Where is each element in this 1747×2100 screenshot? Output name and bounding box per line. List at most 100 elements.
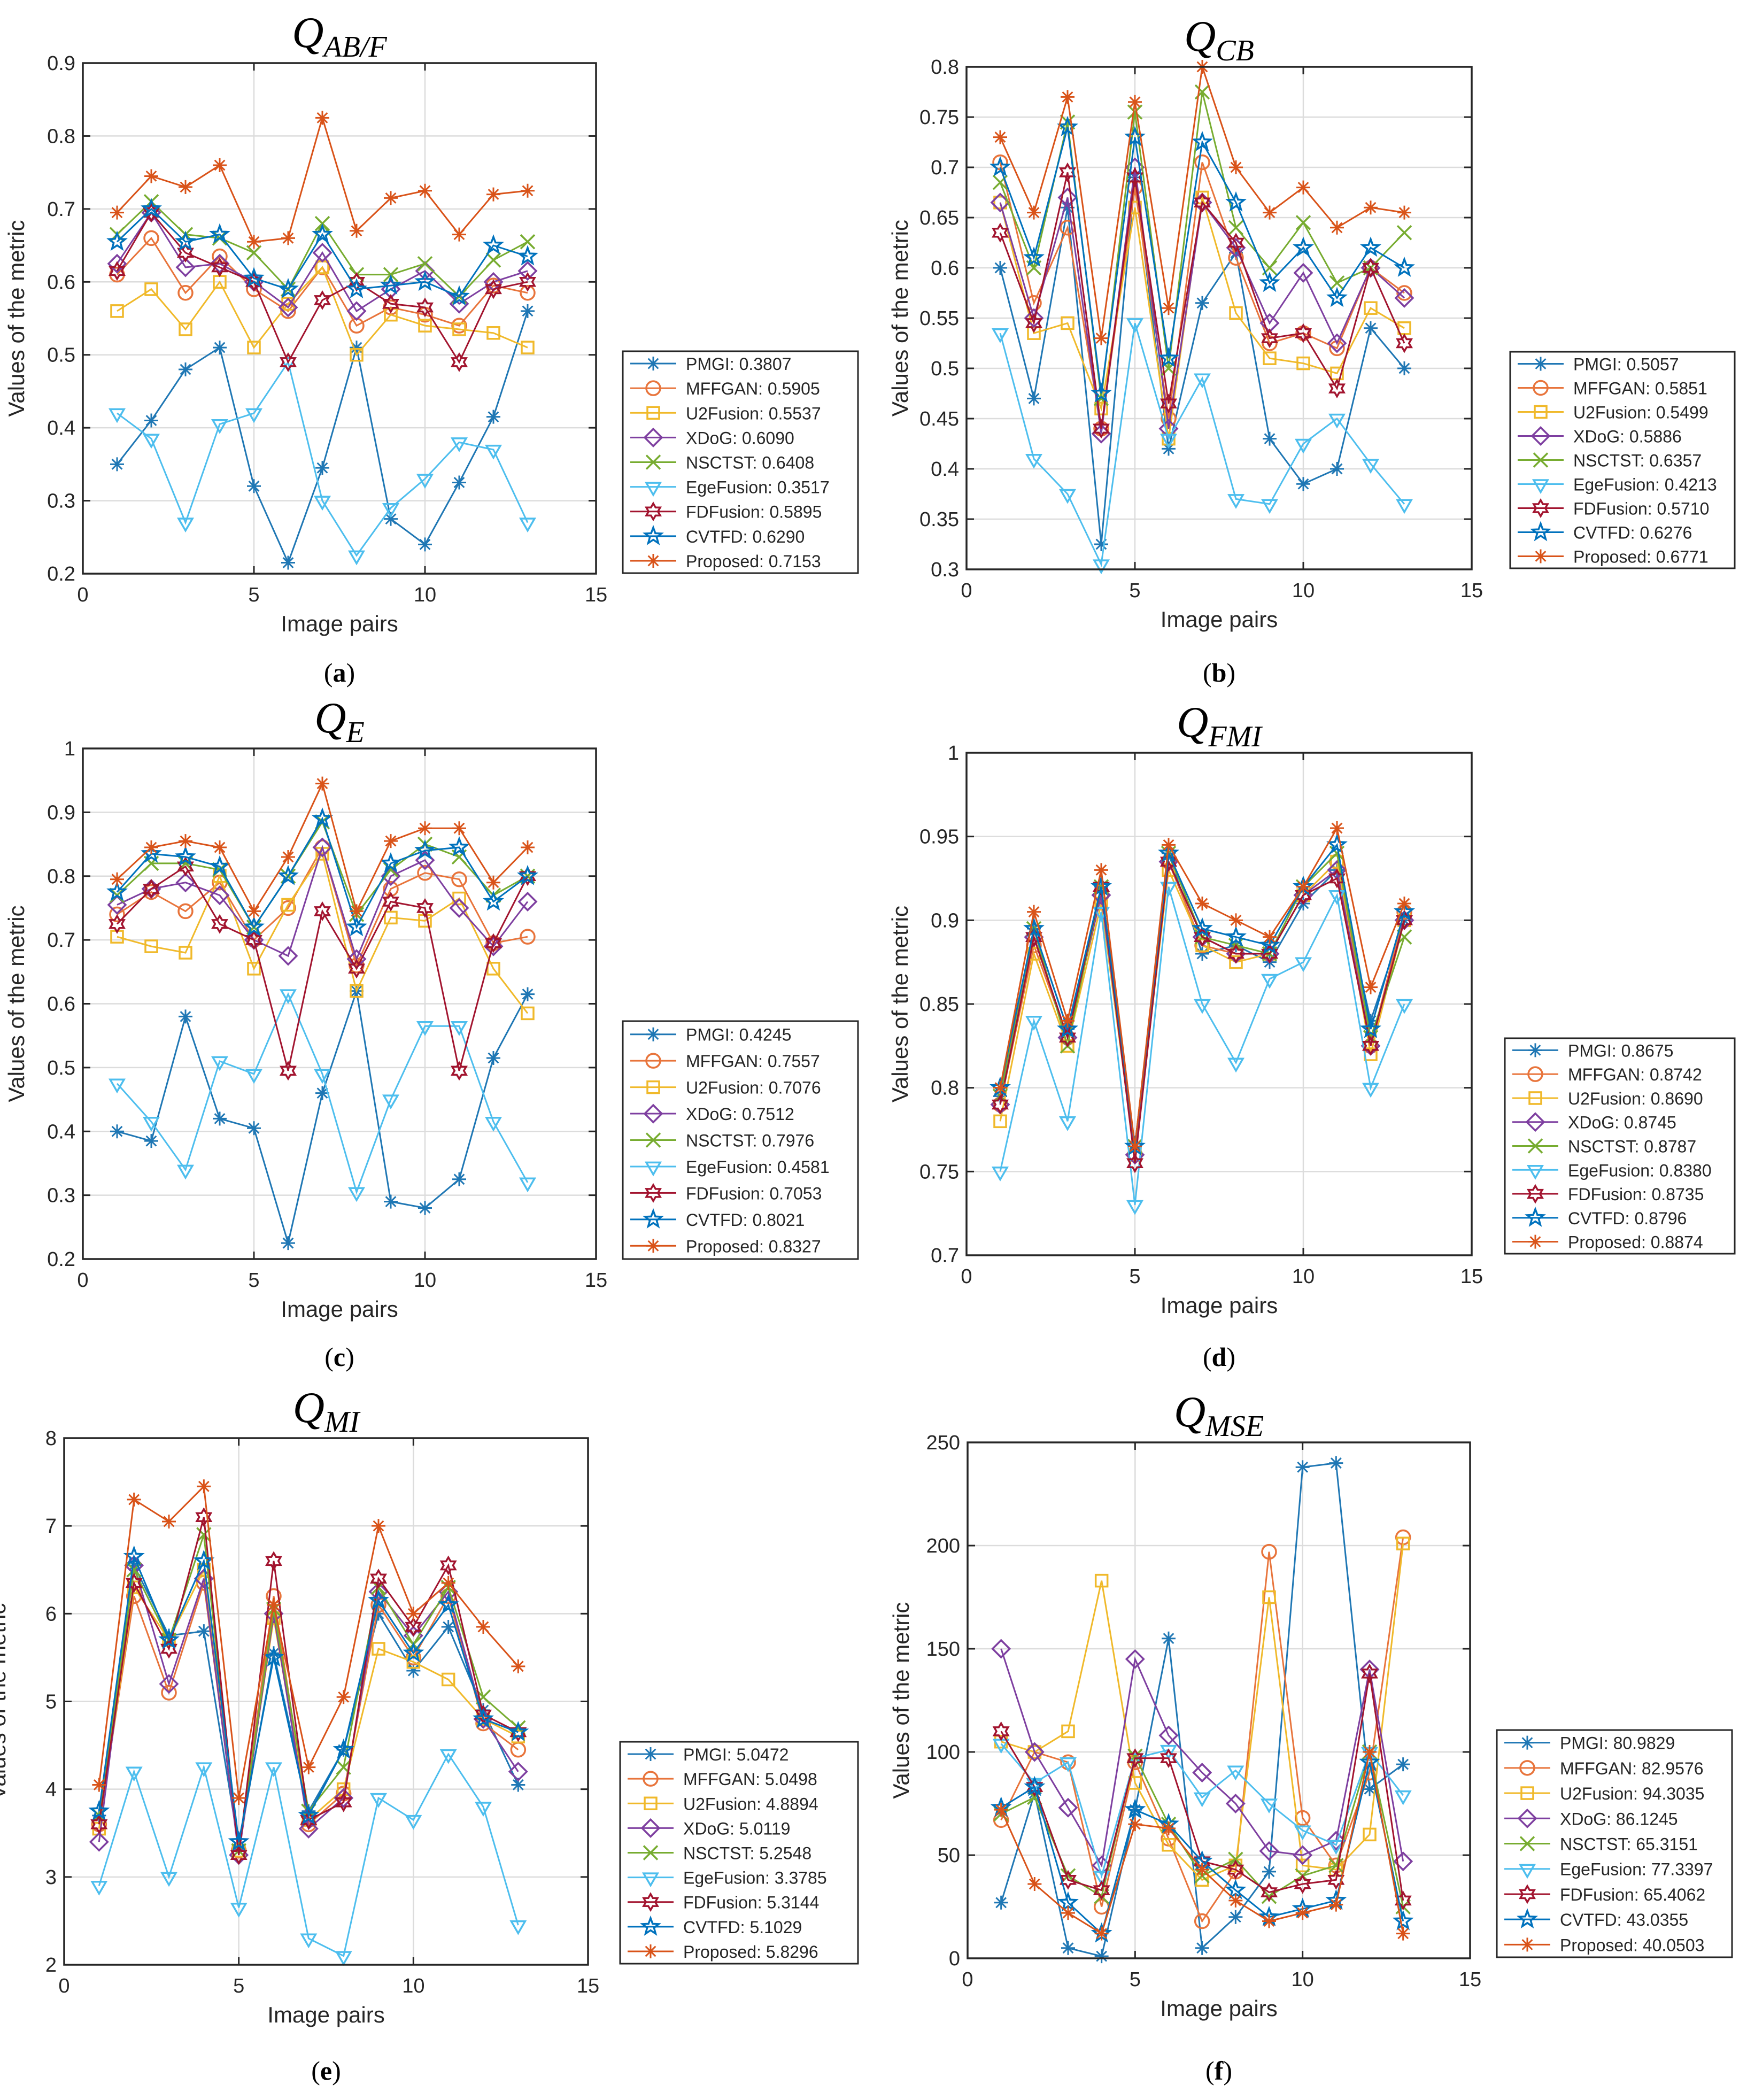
data-point-Proposed: [144, 840, 158, 855]
x-tick-label: 10: [1292, 1265, 1315, 1288]
data-point-EgeFusion: [279, 357, 297, 372]
y-tick-label: 0.3: [47, 490, 75, 513]
data-point-PMGI: [1094, 1949, 1109, 1964]
legend-marker: [646, 1239, 660, 1253]
chart-title-main: Q: [1184, 12, 1216, 60]
x-tick-label: 15: [577, 1975, 599, 1997]
chart-panel-2: 0 5 10 15 0.3 0.35 0.4 0.45 0.5 0.55 0.6 0.65 0.7 0.7…: [887, 12, 1736, 688]
data-point-FDFusion: [313, 901, 331, 921]
y-tick-label: 0.4: [47, 1121, 75, 1143]
y-tick-label: 0.8: [931, 1077, 959, 1100]
data-point-CVTFD: [141, 842, 162, 863]
y-tick-label: 0.7: [47, 198, 75, 221]
data-point-XDoG: [449, 898, 469, 918]
data-point-FDFusion: [300, 1810, 318, 1830]
legend-marker: [1534, 549, 1548, 563]
legend-item-Proposed: Proposed: 0.7153: [630, 552, 821, 571]
data-point-EgeFusion: [1294, 1825, 1311, 1841]
y-tick-label: 0.6: [47, 993, 75, 1016]
data-point-CVTFD: [209, 855, 230, 876]
data-point-PMGI: [247, 1121, 261, 1136]
data-point-Proposed: [1262, 1914, 1276, 1928]
data-point-FDFusion: [347, 959, 366, 979]
y-tick-label: 0.8: [931, 56, 959, 79]
data-point-EgeFusion: [1126, 318, 1144, 333]
y-axis-label: Values of the metric: [4, 220, 29, 416]
data-point-Proposed: [179, 834, 192, 848]
data-point-PMGI: [1195, 947, 1209, 961]
data-point-U2Fusion: [247, 962, 261, 976]
y-tick-label: 0.3: [931, 559, 959, 581]
panel-caption-letter: d: [1212, 1342, 1227, 1372]
data-point-XDoG: [334, 1788, 354, 1808]
data-point-CVTFD: [473, 1708, 494, 1728]
legend-item-XDoG: XDoG: 0.8745: [1512, 1112, 1676, 1132]
data-point-CVTFD: [1024, 1775, 1046, 1796]
panel-caption: (c): [324, 1342, 354, 1372]
data-point-CVTFD: [380, 274, 401, 295]
series-CVTFD: [88, 1545, 529, 1851]
data-point-U2Fusion: [384, 307, 398, 322]
data-point-XDoG: [990, 192, 1010, 213]
legend-label: MFFGAN: 0.5851: [1573, 379, 1707, 398]
data-point-FDFusion: [405, 1617, 422, 1637]
data-point-Proposed: [350, 904, 364, 918]
data-point-FDFusion: [439, 1555, 457, 1576]
data-point-U2Fusion: [1363, 1827, 1377, 1842]
legend-marker: [643, 1845, 659, 1860]
legend-item-EgeFusion: EgeFusion: 0.3517: [630, 478, 830, 497]
legend-marker: [1527, 1138, 1543, 1154]
legend-label: EgeFusion: 0.8380: [1568, 1161, 1712, 1180]
data-point-CVTFD: [990, 156, 1011, 176]
data-point-FDFusion: [1159, 1748, 1178, 1769]
legend: PMGI: 80.9829 MFFGAN: 82.9576 U2Fusion: 94…: [1496, 1729, 1733, 1958]
data-point-FDFusion: [1126, 1748, 1144, 1769]
legend: PMGI: 5.0472 MFFGAN: 5.0498 U2Fusion: 4.88…: [619, 1741, 859, 1965]
data-point-MFFGAN: [417, 865, 433, 881]
data-point-Proposed: [1330, 821, 1344, 835]
chart-title-sub: AB/F: [322, 30, 388, 64]
data-point-EgeFusion: [1193, 1792, 1211, 1808]
data-point-MFFGAN: [1194, 1913, 1210, 1929]
data-point-FDFusion: [1227, 233, 1245, 253]
legend-item-NSCTST: NSCTST: 0.6408: [630, 453, 814, 473]
data-point-PMGI: [213, 341, 227, 355]
data-point-U2Fusion: [521, 1006, 535, 1021]
y-tick-label: 0.2: [47, 563, 75, 585]
data-point-MFFGAN: [1294, 1810, 1311, 1826]
data-point-EgeFusion: [211, 1056, 229, 1071]
data-point-FDFusion: [313, 290, 331, 310]
data-point-EgeFusion: [279, 989, 297, 1005]
data-point-Proposed: [1229, 160, 1243, 174]
legend-item-FDFusion: FDFusion: 0.7053: [630, 1183, 822, 1203]
data-point-PMGI: [197, 1624, 211, 1639]
data-point-MFFGAN: [370, 1597, 386, 1613]
series-CVTFD: [106, 807, 538, 937]
chart-title: QAB/F: [292, 8, 387, 64]
legend-item-FDFusion: FDFusion: 0.5895: [630, 501, 822, 522]
legend-label: XDoG: 5.0119: [683, 1819, 790, 1838]
legend-item-PMGI: PMGI: 80.9829: [1504, 1734, 1675, 1753]
data-point-EgeFusion: [125, 1766, 143, 1782]
x-axis-label: Image pairs: [267, 2002, 384, 2027]
data-point-Proposed: [1329, 1897, 1343, 1912]
legend-label: CVTFD: 5.1029: [683, 1918, 802, 1937]
data-point-PMGI: [418, 537, 432, 552]
legend-marker: [1528, 1234, 1542, 1249]
y-tick-label: 0.9: [47, 801, 75, 824]
data-point-CVTFD: [1124, 1798, 1146, 1819]
data-point-Proposed: [993, 1080, 1007, 1095]
data-point-Proposed: [1027, 905, 1041, 919]
data-point-PMGI: [1330, 462, 1344, 476]
legend-label: PMGI: 0.8675: [1568, 1041, 1673, 1060]
x-tick-label: 5: [1130, 1968, 1141, 1991]
legend-item-Proposed: Proposed: 0.8327: [630, 1237, 821, 1256]
legend-marker: [646, 357, 660, 371]
legend-label: PMGI: 0.3807: [686, 354, 791, 374]
legend-label: EgeFusion: 3.3785: [683, 1869, 827, 1888]
panel-caption: (b): [1203, 658, 1235, 688]
data-point-CVTFD: [1293, 236, 1314, 257]
x-axis-label: Image pairs: [281, 1296, 398, 1322]
legend-item-PMGI: PMGI: 5.0472: [628, 1745, 789, 1764]
series-Proposed: [993, 821, 1411, 1154]
